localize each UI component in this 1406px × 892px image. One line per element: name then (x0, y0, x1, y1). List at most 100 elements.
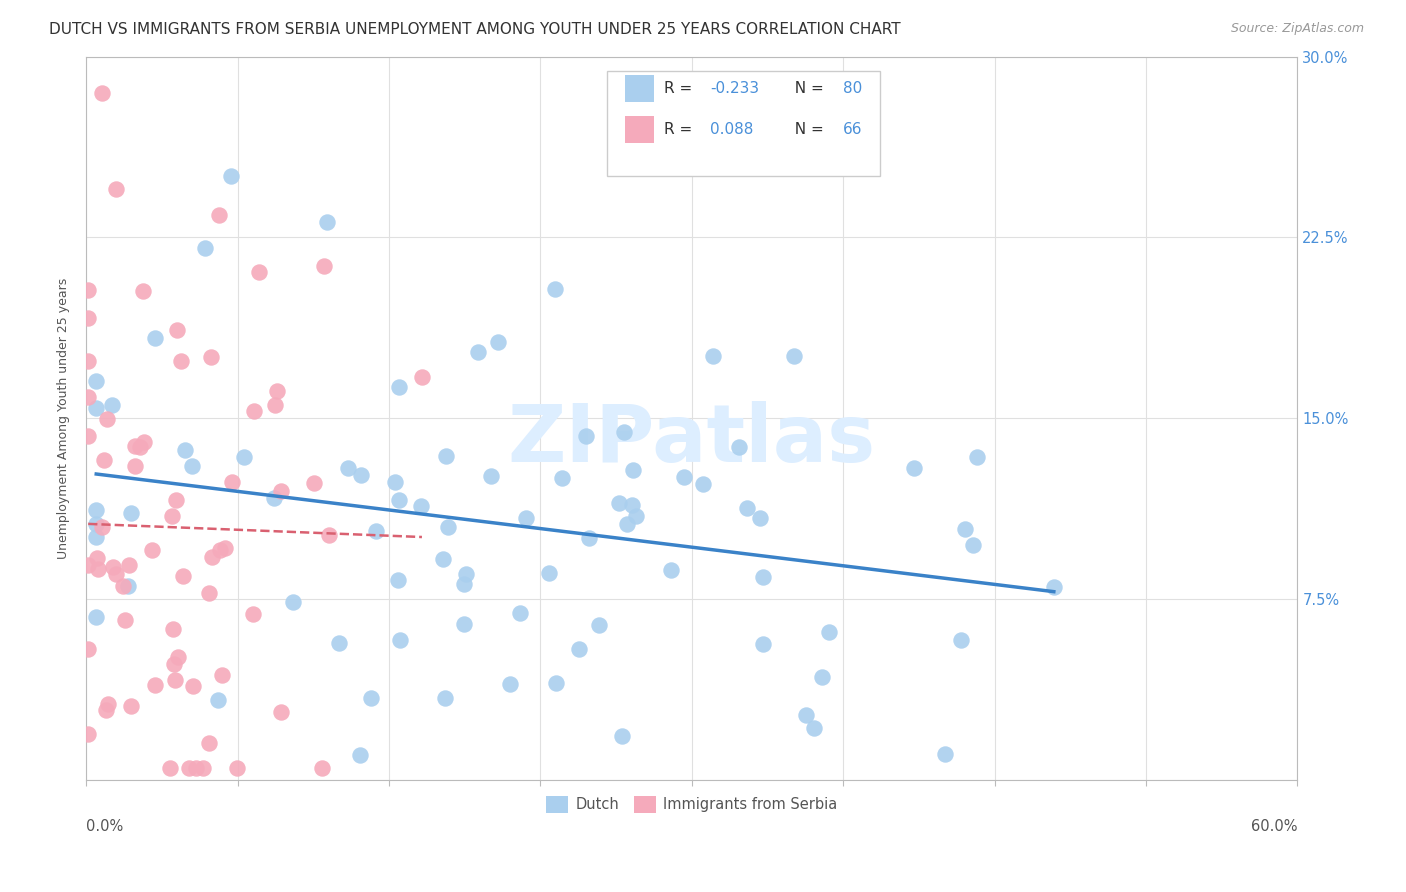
Point (163, 673, 186, 688)
Point (94, 702, 117, 716)
Point (145, 678, 167, 692)
Point (77, 558, 100, 573)
Point (311, 761, 333, 775)
Text: 0.088: 0.088 (710, 122, 754, 137)
Point (263, 398, 285, 412)
Point (486, 335, 509, 350)
Point (794, 708, 817, 723)
Legend: Dutch, Immigrants from Serbia: Dutch, Immigrants from Serbia (540, 789, 844, 820)
Text: 0.0%: 0.0% (86, 820, 124, 834)
Y-axis label: Unemployment Among Youth under 25 years: Unemployment Among Youth under 25 years (58, 277, 70, 558)
Point (141, 543, 163, 558)
Point (233, 450, 256, 464)
Point (162, 622, 184, 636)
Point (221, 475, 243, 490)
Point (411, 499, 433, 513)
Point (160, 509, 183, 524)
Point (270, 483, 292, 498)
Point (389, 633, 412, 648)
Point (77, 354, 100, 368)
Point (120, 699, 142, 714)
Point (93, 452, 115, 467)
Point (966, 450, 988, 465)
Point (366, 524, 388, 538)
Point (214, 541, 236, 555)
Point (607, 496, 630, 510)
Point (456, 566, 478, 581)
Point (672, 470, 695, 484)
Point (221, 169, 243, 184)
Text: DUTCH VS IMMIGRANTS FROM SERBIA UNEMPLOYMENT AMONG YOUTH UNDER 25 YEARS CORRELAT: DUTCH VS IMMIGRANTS FROM SERBIA UNEMPLOY… (49, 22, 901, 37)
Point (263, 491, 285, 505)
Point (177, 761, 200, 775)
Point (242, 607, 264, 622)
Point (360, 690, 382, 705)
Point (621, 499, 644, 513)
Point (226, 761, 249, 775)
Point (616, 517, 638, 532)
Point (315, 215, 337, 229)
FancyBboxPatch shape (626, 75, 654, 103)
Point (201, 550, 224, 565)
Point (588, 617, 610, 632)
Point (467, 345, 489, 359)
Text: Source: ZipAtlas.com: Source: ZipAtlas.com (1230, 22, 1364, 36)
Point (735, 500, 758, 515)
Text: 80: 80 (844, 81, 862, 96)
Point (124, 459, 146, 474)
Point (114, 613, 136, 627)
Point (903, 460, 925, 475)
Point (388, 380, 411, 394)
Point (91, 86, 114, 100)
Point (499, 677, 522, 691)
Point (84, 516, 107, 531)
Point (77, 390, 100, 404)
Text: N =: N = (785, 122, 828, 137)
Point (610, 730, 633, 744)
Point (270, 705, 292, 719)
Point (314, 259, 336, 273)
Point (437, 520, 460, 534)
Point (159, 761, 181, 775)
FancyBboxPatch shape (626, 116, 654, 144)
Point (702, 349, 724, 363)
Point (129, 440, 152, 454)
Point (198, 736, 221, 750)
Point (266, 384, 288, 398)
Point (384, 475, 406, 490)
Point (575, 429, 598, 443)
Point (578, 531, 600, 545)
Point (453, 616, 475, 631)
FancyBboxPatch shape (607, 71, 880, 176)
Point (101, 398, 124, 412)
Point (166, 323, 188, 337)
Point (84, 401, 107, 415)
Point (387, 574, 409, 588)
Point (207, 692, 229, 706)
Point (752, 570, 775, 584)
Point (198, 586, 221, 600)
Point (728, 441, 751, 455)
Point (120, 506, 142, 520)
Point (111, 579, 134, 593)
Point (1043, 580, 1066, 594)
Point (77, 311, 100, 326)
Point (349, 748, 371, 763)
Point (184, 761, 207, 775)
Point (659, 563, 682, 577)
Point (134, 434, 156, 449)
Text: N =: N = (785, 81, 828, 96)
Point (105, 182, 128, 196)
Point (77, 642, 100, 657)
Point (336, 461, 359, 475)
Point (749, 511, 772, 525)
Point (194, 241, 217, 255)
Point (208, 208, 231, 222)
Point (101, 559, 124, 574)
Point (143, 331, 166, 345)
Point (434, 450, 457, 464)
Point (949, 633, 972, 648)
Point (174, 443, 197, 458)
Point (453, 577, 475, 591)
Point (77, 727, 100, 741)
